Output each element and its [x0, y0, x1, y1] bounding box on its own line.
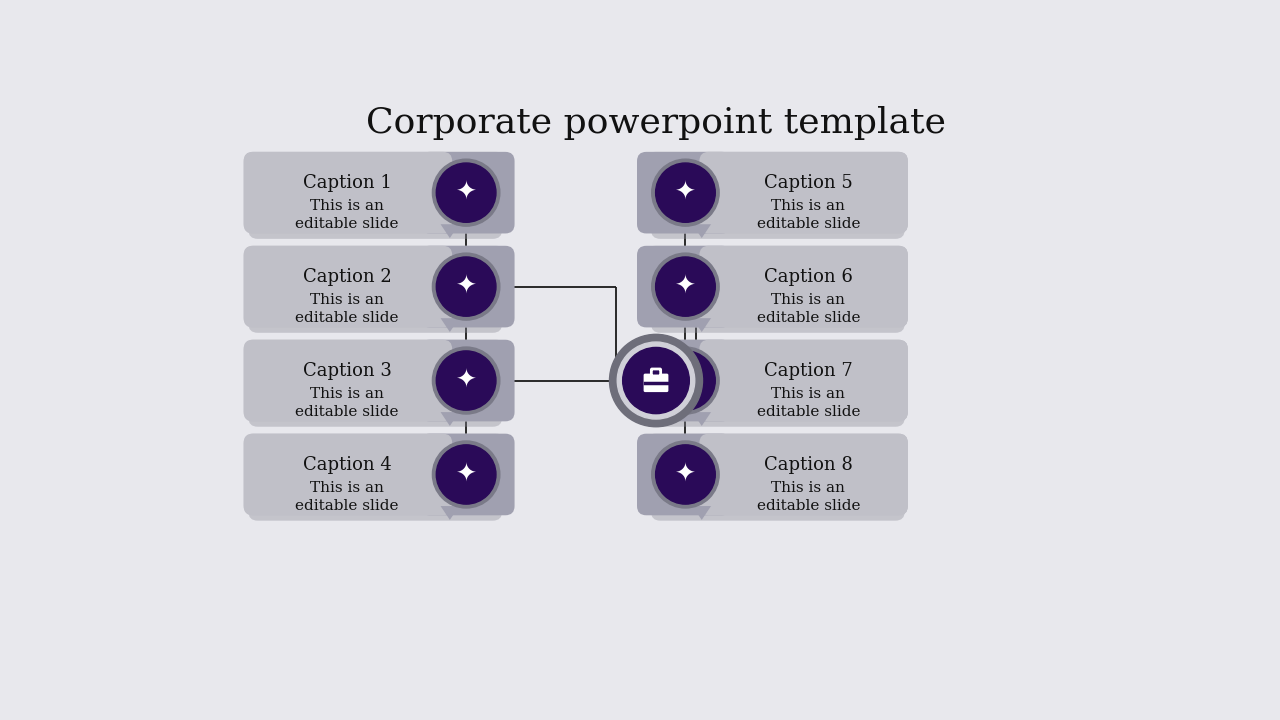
FancyBboxPatch shape — [652, 439, 905, 521]
Text: Caption 1: Caption 1 — [303, 174, 392, 192]
Text: Caption 8: Caption 8 — [764, 456, 852, 474]
Polygon shape — [692, 506, 710, 520]
FancyBboxPatch shape — [637, 340, 731, 421]
Polygon shape — [692, 224, 710, 238]
FancyBboxPatch shape — [243, 433, 506, 516]
Polygon shape — [440, 224, 460, 238]
FancyBboxPatch shape — [248, 439, 502, 521]
Text: This is an
editable slide: This is an editable slide — [296, 481, 399, 513]
Circle shape — [436, 351, 495, 410]
FancyBboxPatch shape — [652, 345, 905, 427]
Text: This is an
editable slide: This is an editable slide — [296, 199, 399, 231]
Text: This is an
editable slide: This is an editable slide — [756, 293, 860, 325]
FancyBboxPatch shape — [248, 345, 502, 427]
Text: This is an
editable slide: This is an editable slide — [296, 387, 399, 419]
FancyBboxPatch shape — [646, 340, 908, 421]
Polygon shape — [692, 412, 710, 426]
FancyBboxPatch shape — [243, 340, 452, 421]
Circle shape — [436, 163, 495, 222]
Polygon shape — [440, 412, 460, 426]
FancyBboxPatch shape — [420, 152, 515, 233]
Text: Caption 7: Caption 7 — [764, 362, 852, 380]
Circle shape — [433, 253, 499, 320]
Circle shape — [655, 445, 716, 504]
FancyBboxPatch shape — [699, 340, 908, 421]
Circle shape — [617, 342, 695, 419]
FancyBboxPatch shape — [243, 246, 452, 328]
Text: Caption 2: Caption 2 — [303, 269, 392, 287]
Circle shape — [436, 445, 495, 504]
Text: Caption 3: Caption 3 — [303, 362, 392, 380]
Circle shape — [652, 347, 719, 414]
Text: Caption 4: Caption 4 — [303, 456, 392, 474]
Circle shape — [622, 348, 690, 414]
Circle shape — [652, 253, 719, 320]
FancyBboxPatch shape — [699, 152, 908, 233]
Text: ✦: ✦ — [456, 369, 476, 392]
Polygon shape — [440, 506, 460, 520]
Circle shape — [655, 351, 716, 410]
FancyBboxPatch shape — [243, 152, 506, 233]
Text: ✦: ✦ — [675, 274, 696, 299]
FancyBboxPatch shape — [646, 433, 908, 516]
FancyBboxPatch shape — [243, 152, 452, 233]
FancyBboxPatch shape — [644, 374, 668, 392]
Text: ✦: ✦ — [456, 181, 476, 204]
Text: ✦: ✦ — [675, 462, 696, 487]
FancyBboxPatch shape — [652, 251, 905, 333]
Text: Corporate powerpoint template: Corporate powerpoint template — [366, 106, 946, 140]
FancyBboxPatch shape — [248, 251, 502, 333]
Text: Caption 5: Caption 5 — [764, 174, 852, 192]
Text: This is an
editable slide: This is an editable slide — [756, 387, 860, 419]
FancyBboxPatch shape — [420, 246, 515, 328]
Text: ✦: ✦ — [675, 369, 696, 392]
Circle shape — [433, 441, 499, 508]
Circle shape — [433, 347, 499, 414]
Text: ✦: ✦ — [675, 181, 696, 204]
FancyBboxPatch shape — [699, 246, 908, 328]
Circle shape — [655, 163, 716, 222]
FancyBboxPatch shape — [243, 246, 506, 328]
FancyBboxPatch shape — [248, 157, 502, 239]
FancyBboxPatch shape — [646, 152, 908, 233]
Circle shape — [652, 159, 719, 226]
Text: ✦: ✦ — [456, 462, 476, 487]
Polygon shape — [440, 318, 460, 332]
FancyBboxPatch shape — [637, 433, 731, 516]
FancyBboxPatch shape — [243, 433, 452, 516]
FancyBboxPatch shape — [646, 246, 908, 328]
FancyBboxPatch shape — [652, 157, 905, 239]
Circle shape — [433, 159, 499, 226]
Circle shape — [655, 257, 716, 316]
FancyBboxPatch shape — [243, 340, 506, 421]
Text: This is an
editable slide: This is an editable slide — [756, 481, 860, 513]
Circle shape — [436, 257, 495, 316]
Circle shape — [609, 334, 703, 427]
FancyBboxPatch shape — [637, 246, 731, 328]
FancyBboxPatch shape — [699, 433, 908, 516]
FancyBboxPatch shape — [420, 340, 515, 421]
FancyBboxPatch shape — [652, 369, 660, 376]
Text: Caption 6: Caption 6 — [764, 269, 852, 287]
FancyBboxPatch shape — [637, 152, 731, 233]
Polygon shape — [692, 318, 710, 332]
FancyBboxPatch shape — [420, 433, 515, 516]
Text: This is an
editable slide: This is an editable slide — [756, 199, 860, 231]
Text: This is an
editable slide: This is an editable slide — [296, 293, 399, 325]
Text: ✦: ✦ — [456, 274, 476, 299]
Circle shape — [652, 441, 719, 508]
